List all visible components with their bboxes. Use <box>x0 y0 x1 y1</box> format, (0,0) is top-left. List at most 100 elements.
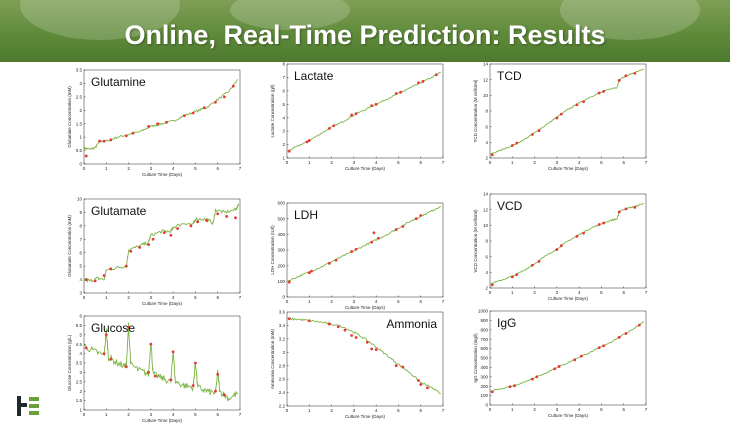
measured-point <box>575 234 579 238</box>
y-tick-label: 2.5 <box>76 94 83 99</box>
plot-frame <box>286 63 444 159</box>
x-tick-label: 4 <box>375 408 378 413</box>
y-tick-label: 5.5 <box>76 323 83 328</box>
prediction-line <box>489 68 644 155</box>
x-tick-label: 2 <box>533 407 536 412</box>
y-tick-label: 3.4 <box>279 323 286 328</box>
x-tick-label: 3 <box>556 407 559 412</box>
chart-title: Glucose <box>91 321 135 335</box>
measured-point <box>637 323 641 327</box>
measured-point <box>401 225 405 228</box>
measured-point <box>307 319 311 323</box>
x-tick-label: 3 <box>150 412 153 417</box>
measured-point <box>573 358 577 362</box>
x-tick-label: 4 <box>578 290 581 295</box>
y-tick-label: 2 <box>282 142 285 147</box>
y-tick-label: 0 <box>79 162 82 167</box>
x-tick-label: 0 <box>83 295 86 300</box>
x-tick-label: 1 <box>511 290 514 295</box>
measured-point <box>84 154 88 158</box>
y-tick-label: 1 <box>79 408 82 413</box>
y-tick-label: 4 <box>485 270 488 275</box>
y-tick-label: 6 <box>282 88 285 93</box>
chart-ammonia: 0 1 2 3 4 5 6 7 2.2 2.4 2.6 2.8 3 3.2 3.4 3.6 Culture Ti… <box>265 306 455 424</box>
y-tick-label: 5 <box>79 264 82 269</box>
measured-point <box>305 140 309 144</box>
y-tick-label: 12 <box>483 77 489 82</box>
y-tick-label: 9 <box>79 210 82 215</box>
measured-point <box>109 267 113 271</box>
y-tick-label: 8 <box>282 62 285 67</box>
measured-point <box>202 106 206 109</box>
y-tick-label: 10 <box>77 197 83 202</box>
y-tick-label: 200 <box>480 384 488 389</box>
x-tick-label: 0 <box>489 290 492 295</box>
y-tick-label: 2.2 <box>279 404 286 409</box>
x-tick-label: 7 <box>442 408 445 413</box>
measured-point <box>426 386 429 390</box>
x-tick-label: 1 <box>511 160 514 165</box>
x-tick-label: 1 <box>308 299 311 304</box>
y-tick-label: 300 <box>480 374 488 379</box>
measured-point <box>151 237 155 241</box>
measured-point <box>156 122 159 126</box>
measured-point <box>510 144 514 147</box>
y-tick-label: 6 <box>485 254 488 259</box>
plot-frame <box>83 198 241 294</box>
x-tick-label: 2 <box>127 166 130 171</box>
measured-point <box>537 259 541 263</box>
y-axis-label: TCD Concentration (M cells/ml) <box>473 79 478 142</box>
y-tick-label: 6 <box>79 314 82 319</box>
x-axis-label: Culture Time (Days) <box>142 418 183 423</box>
y-tick-label: 4 <box>79 277 82 282</box>
x-tick-label: 6 <box>216 295 219 300</box>
y-tick-label: 6 <box>485 124 488 129</box>
chart-svg: 0 1 2 3 4 5 6 7 0 0.5 1 1.5 2 2.5 3 3.5 Culture Time (Da… <box>67 68 242 177</box>
measured-point <box>191 111 195 115</box>
x-tick-label: 4 <box>375 299 378 304</box>
y-axis-label: Glucose Concentration (g/L) <box>67 334 72 391</box>
x-tick-label: 5 <box>194 412 197 417</box>
measured-point <box>102 274 106 277</box>
measured-point <box>559 112 563 116</box>
x-tick-label: 0 <box>286 160 289 165</box>
x-tick-label: 6 <box>216 166 219 171</box>
y-tick-label: 1.5 <box>76 398 83 403</box>
y-tick-label: 1.5 <box>76 121 83 126</box>
measured-point <box>394 228 398 232</box>
x-axis-label: Culture Time (Days) <box>142 172 183 177</box>
measured-point <box>138 245 142 249</box>
chart-lactate: 0 1 2 3 4 5 6 7 1 2 3 4 5 6 7 8 Culture Time (Days) Lacta… <box>265 58 455 176</box>
measured-point <box>149 342 153 346</box>
measured-point <box>624 332 628 335</box>
y-tick-label: 0.5 <box>76 148 83 153</box>
y-tick-label: 12 <box>483 207 489 212</box>
x-tick-label: 3 <box>353 299 356 304</box>
y-tick-label: 3 <box>79 370 82 375</box>
measured-point <box>336 325 340 329</box>
title-banner: Online, Real-Time Prediction: Results <box>0 0 730 62</box>
measured-point <box>354 336 358 339</box>
y-tick-label: 400 <box>480 365 488 370</box>
measured-point <box>490 153 494 157</box>
measured-point <box>98 139 101 143</box>
measured-point <box>490 283 494 287</box>
measured-point <box>419 214 423 217</box>
x-tick-label: 5 <box>600 407 603 412</box>
measured-point <box>343 328 347 332</box>
y-tick-label: 500 <box>480 356 488 361</box>
measured-point <box>194 361 197 365</box>
y-tick-label: 10 <box>483 223 489 228</box>
x-tick-label: 4 <box>578 160 581 165</box>
x-tick-label: 5 <box>397 408 400 413</box>
x-tick-label: 0 <box>286 408 289 413</box>
prediction-line <box>83 79 239 151</box>
measured-point <box>617 210 621 214</box>
measured-point <box>225 215 229 218</box>
y-tick-label: 0 <box>485 403 488 408</box>
x-tick-label: 4 <box>172 295 175 300</box>
prediction-line <box>489 202 644 285</box>
measured-point <box>370 104 374 108</box>
